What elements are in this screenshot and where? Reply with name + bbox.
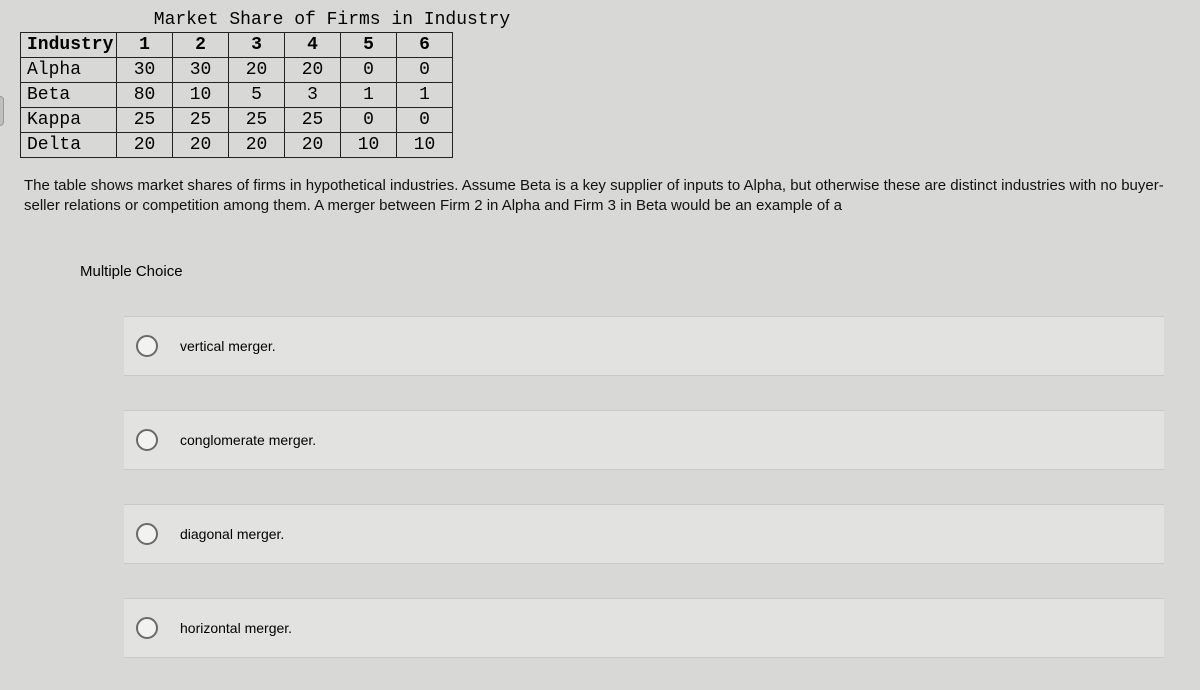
cell: 1 [341,83,397,108]
cell: 0 [397,108,453,133]
table-header-row: Industry 1 2 3 4 5 6 [21,33,453,58]
cell: 0 [397,58,453,83]
col-2: 2 [173,33,229,58]
option-label: conglomerate merger. [180,432,316,448]
row-name: Kappa [21,108,117,133]
option-vertical[interactable]: vertical merger. [124,316,1164,376]
option-conglomerate[interactable]: conglomerate merger. [124,410,1164,470]
option-horizontal[interactable]: horizontal merger. [124,598,1164,658]
header-industry: Industry [21,33,117,58]
cell: 20 [117,133,173,158]
col-6: 6 [397,33,453,58]
market-share-table: Market Share of Firms in Industry Indust… [20,8,1184,158]
cell: 0 [341,108,397,133]
cell: 10 [173,83,229,108]
cell: 25 [285,108,341,133]
row-name: Alpha [21,58,117,83]
table-title: Market Share of Firms in Industry [116,8,548,32]
multiple-choice-label: Multiple Choice [80,263,1184,280]
cell: 25 [117,108,173,133]
question-sheet: Market Share of Firms in Industry Indust… [0,0,1200,666]
cell: 30 [117,58,173,83]
cell: 20 [229,58,285,83]
cell: 20 [173,133,229,158]
cell: 30 [173,58,229,83]
radio-icon[interactable] [136,523,158,545]
table-row: Kappa 25 25 25 25 0 0 [21,108,453,133]
cell: 3 [285,83,341,108]
cell: 1 [397,83,453,108]
col-4: 4 [285,33,341,58]
cell: 10 [397,133,453,158]
market-table: Industry 1 2 3 4 5 6 Alpha 30 30 20 20 0… [20,32,453,158]
option-label: horizontal merger. [180,620,292,636]
option-diagonal[interactable]: diagonal merger. [124,504,1164,564]
cell: 10 [341,133,397,158]
options-list: vertical merger. conglomerate merger. di… [124,316,1164,658]
row-name: Beta [21,83,117,108]
option-label: vertical merger. [180,338,276,354]
option-label: diagonal merger. [180,526,284,542]
question-text: The table shows market shares of firms i… [16,176,1184,217]
cell: 0 [341,58,397,83]
cell: 20 [229,133,285,158]
radio-icon[interactable] [136,335,158,357]
table-row: Beta 80 10 5 3 1 1 [21,83,453,108]
cell: 25 [229,108,285,133]
col-5: 5 [341,33,397,58]
radio-icon[interactable] [136,617,158,639]
cell: 5 [229,83,285,108]
table-row: Delta 20 20 20 20 10 10 [21,133,453,158]
table-row: Alpha 30 30 20 20 0 0 [21,58,453,83]
row-name: Delta [21,133,117,158]
cell: 20 [285,58,341,83]
radio-icon[interactable] [136,429,158,451]
col-1: 1 [117,33,173,58]
col-3: 3 [229,33,285,58]
cell: 20 [285,133,341,158]
cell: 80 [117,83,173,108]
cell: 25 [173,108,229,133]
